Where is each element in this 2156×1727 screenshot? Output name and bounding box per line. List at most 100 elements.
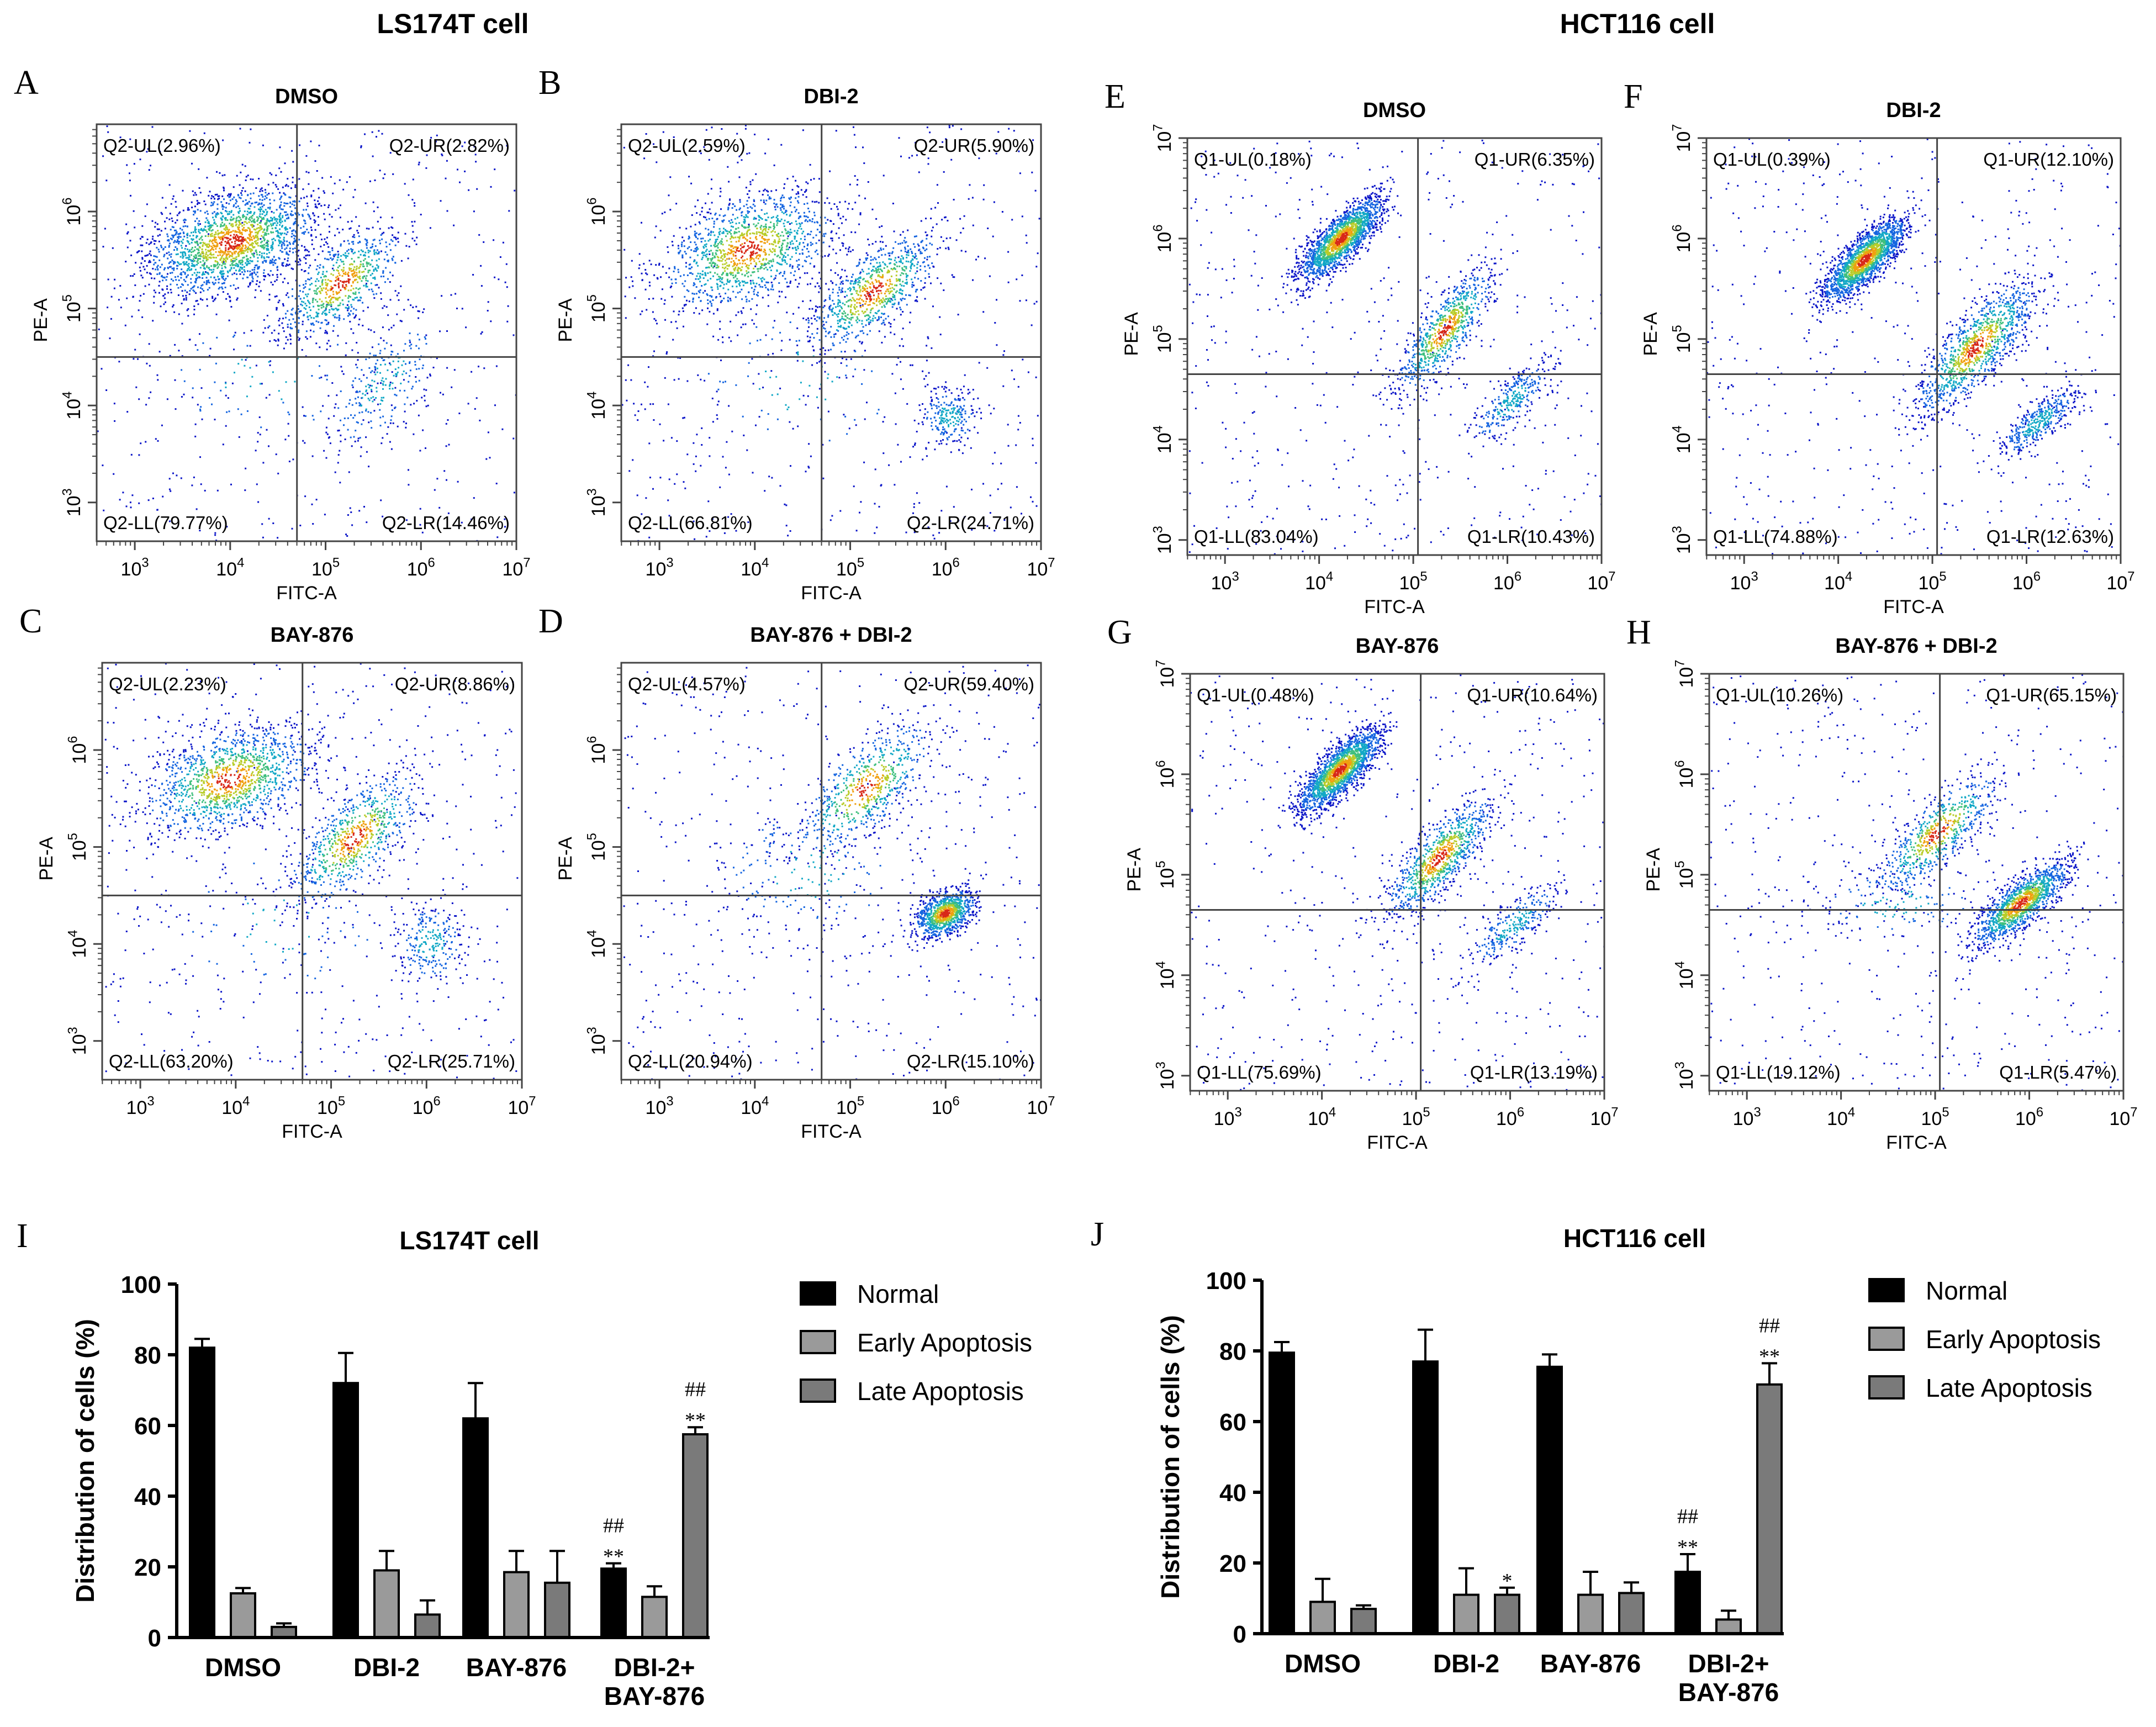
y-axis-label: Distribution of cells (%) [71,1319,99,1603]
y-tick-label: 106 [585,736,609,764]
y-tick-label: 40 [134,1483,161,1511]
panel-title-A: DMSO [275,85,338,108]
density-level-0 [621,124,1041,541]
quadrant-ul: Q1-UL(10.26%) [1716,685,1843,705]
quadrant-lr: Q2-LR(25.71%) [388,1051,515,1071]
quadrant-ur: Q2-UR(59.40%) [903,674,1034,694]
density-level-0 [104,663,522,1080]
x-tick-label: 105 [1921,1105,1949,1129]
density-level-0 [1188,139,1602,555]
y-tick-label: 40 [1219,1480,1246,1507]
bar-early-apoptosis [1577,1593,1604,1635]
bar-early-apoptosis [373,1569,400,1639]
x-axis-label: FITC-A [1364,596,1425,617]
y-axis-label: PE-A [1121,312,1142,356]
y-tick-label: 106 [585,197,609,225]
category-label: DBI-2 [353,1653,420,1682]
y-tick-label: 105 [1154,860,1178,889]
y-axis-label: PE-A [555,298,576,342]
x-tick-label: 103 [126,1094,155,1118]
y-tick-label: 107 [1154,659,1178,688]
significance-mark: * [1502,1570,1513,1593]
x-tick-label: 104 [1305,569,1333,594]
category-label: BAY-876 [466,1653,567,1682]
quadrant-ur: Q1-UR(10.64%) [1467,685,1598,705]
x-tick-label: 106 [932,1094,960,1118]
significance-mark: ** [1677,1536,1698,1559]
quadrant-ll: Q1-LL(19.12%) [1716,1062,1841,1082]
x-tick-label: 107 [1027,1094,1055,1118]
x-tick-label: 104 [1308,1105,1336,1129]
significance-mark: ## [1759,1314,1780,1337]
bar-early-apoptosis [1715,1618,1742,1635]
quadrant-ll: Q1-LL(83.04%) [1194,526,1319,547]
quadrant-lr: Q2-LR(14.46%) [382,513,510,533]
y-tick-label: 20 [134,1554,161,1581]
significance-mark: ** [603,1545,624,1568]
quadrant-ll: Q2-LL(66.81%) [628,513,753,533]
y-tick-label: 104 [60,392,84,420]
y-tick-label: 107 [1670,124,1694,152]
quadrant-lr: Q2-LR(24.71%) [907,513,1034,533]
x-tick-label: 103 [1211,569,1239,594]
density-level-4 [199,221,365,304]
panel-title-F: DBI-2 [1886,99,1941,122]
density-scatter-C [104,663,522,1080]
x-tick-label: 105 [836,556,864,580]
quadrant-ll: Q1-LL(75.69%) [1197,1062,1322,1082]
quadrant-ul: Q2-UL(2.59%) [628,135,746,156]
x-tick-label: 107 [1027,556,1055,580]
x-tick-label: 103 [1214,1105,1242,1129]
significance-mark: ** [685,1409,706,1432]
density-scatter-A [97,125,516,541]
quadrant-ul: Q2-UL(2.96%) [103,135,221,156]
density-level-3 [1319,749,1466,889]
y-tick-label: 103 [585,488,609,516]
x-tick-label: 107 [502,556,530,580]
bar-chart-J: J HCT116 cell 0 20 40 60 80 100 Distribution of … [1091,1216,2101,1707]
y-tick-label: 103 [1670,526,1694,554]
density-level-3 [1843,239,2006,379]
y-tick-label: 105 [585,833,609,861]
bar-normal [462,1417,489,1639]
density-level-6 [734,240,884,301]
density-scatter-G [1190,674,1604,1091]
category-label: DBI-2+ BAY-876 [604,1653,705,1710]
plot-frame [1708,673,2125,1092]
x-axis-label: FITC-A [801,1121,862,1142]
x-tick-label: 107 [2109,1105,2137,1129]
x-tick-label: 105 [317,1094,345,1118]
bar-early-apoptosis [1453,1593,1479,1635]
significance-mark: ## [685,1378,706,1401]
flow-panel-D: D BAY-876 + DBI-2 Q2-UL(4.57%) Q2-UR(59.40%… [538,603,1055,1142]
x-tick-label: 107 [508,1094,536,1118]
legend-swatch [800,1330,836,1354]
density-level-1 [151,730,457,980]
panel-letter-A: A [14,64,39,102]
density-level-5 [207,765,373,857]
y-tick-label: 60 [1219,1409,1246,1436]
y-tick-label: 80 [134,1342,161,1369]
x-axis-label: FITC-A [801,583,862,604]
density-scatter-H [1710,674,2123,1091]
panel-letter-H: H [1626,614,1651,651]
y-tick-label: 105 [66,833,90,861]
density-level-2 [693,211,961,427]
x-tick-label: 104 [741,556,769,580]
x-tick-label: 107 [2106,569,2134,594]
y-tick-label: 104 [585,392,609,420]
flow-panel-E: E DMSO Q1-UL(0.18%) Q1-UR(6.35%) Q1-LL(83.04… [1105,78,1616,617]
y-tick-label: 105 [60,294,84,323]
x-tick-label: 106 [1493,569,1521,594]
plot-frame [1705,137,2122,556]
quadrant-ul: Q2-UL(4.57%) [628,674,746,694]
y-tick-label: 107 [1151,124,1175,152]
legend-swatch [1868,1327,1905,1351]
legend-label: Late Apoptosis [857,1377,1024,1406]
bar-late-apoptosis [1494,1593,1520,1635]
y-tick-label: 107 [1673,659,1697,688]
panel-letter-E: E [1105,78,1125,115]
panel-title-G: BAY-876 [1356,635,1439,658]
density-level-4 [197,759,380,864]
